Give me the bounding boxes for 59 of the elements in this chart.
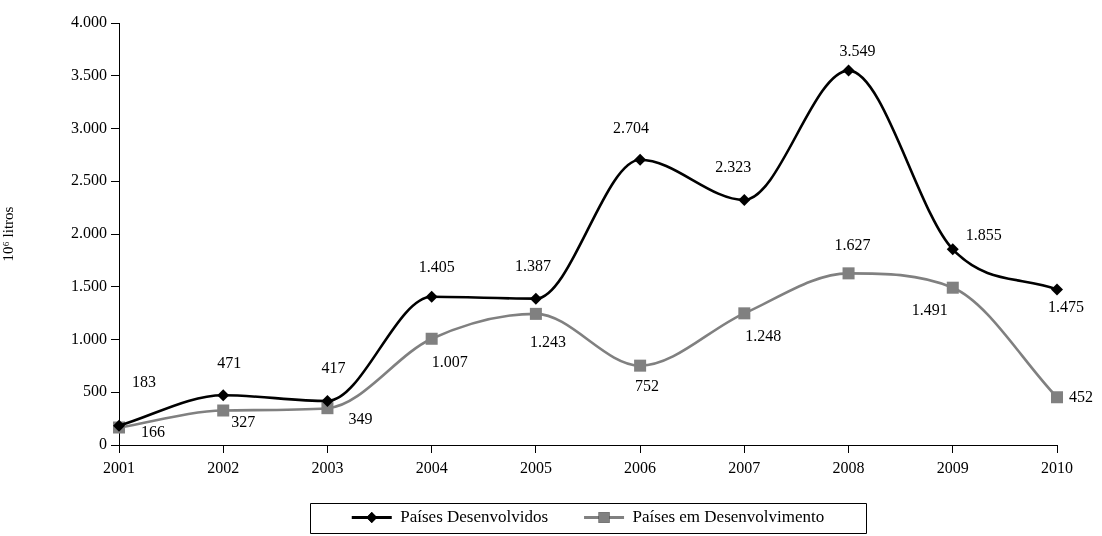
point	[634, 153, 647, 166]
x-tick-label: 2008	[832, 458, 865, 476]
x-tick-label: 2010	[1041, 458, 1073, 476]
x-tick-label: 2002	[207, 458, 240, 476]
point	[738, 193, 751, 206]
data-label: 166	[141, 422, 165, 440]
point	[217, 389, 230, 402]
y-tick-label: 3.500	[71, 65, 107, 83]
data-label: 417	[321, 359, 346, 377]
point	[842, 64, 855, 77]
data-label: 1.405	[418, 257, 455, 275]
data-label: 1.475	[1048, 297, 1084, 315]
y-tick-label: 1.000	[71, 329, 107, 347]
point	[634, 359, 647, 372]
data-label: 752	[635, 376, 660, 394]
x-tick-label: 2003	[311, 458, 344, 476]
legend-label: Países Desenvolvidos	[400, 506, 549, 526]
data-label: 327	[231, 412, 256, 430]
point	[738, 307, 751, 320]
x-tick-label: 2009	[936, 458, 969, 476]
y-tick-label: 2.500	[71, 171, 107, 189]
y-tick-label: 0	[99, 435, 107, 453]
point	[321, 395, 334, 408]
point	[946, 281, 959, 294]
data-label: 2.704	[613, 118, 650, 136]
point	[842, 267, 855, 280]
data-label: 1.387	[514, 256, 551, 274]
data-label: 3.549	[839, 41, 876, 59]
x-tick-label: 2006	[624, 458, 657, 476]
legend-label: Países em Desenvolvimento	[632, 506, 825, 526]
point	[425, 290, 438, 303]
point	[1051, 283, 1063, 296]
point	[1050, 391, 1064, 404]
data-label: 1.248	[745, 326, 782, 344]
point	[529, 307, 542, 320]
x-tick-label: 2005	[519, 458, 552, 476]
data-label: 1.243	[529, 333, 566, 351]
data-label: 1.855	[965, 225, 1002, 243]
x-tick-label: 2004	[415, 458, 448, 476]
y-tick-label: 1.500	[71, 276, 107, 294]
data-label: 2.323	[715, 158, 752, 176]
data-label: 1.007	[431, 352, 468, 370]
y-axis-title: 10⁶ litros	[0, 206, 16, 262]
point	[217, 404, 230, 417]
y-tick-label: 500	[83, 382, 107, 400]
data-label: 471	[217, 353, 242, 371]
data-label: 1.627	[834, 235, 871, 253]
data-label: 349	[348, 410, 373, 428]
data-label: 452	[1069, 387, 1093, 405]
point	[946, 243, 959, 256]
y-tick-label: 2.000	[71, 224, 107, 242]
data-label: 183	[132, 372, 156, 390]
x-tick-label: 2001	[103, 458, 135, 476]
y-tick-label: 4.000	[71, 13, 107, 31]
y-tick-label: 3.000	[71, 118, 107, 136]
x-tick-label: 2007	[728, 458, 761, 476]
point	[529, 292, 542, 305]
point	[425, 332, 438, 345]
data-label: 1.491	[911, 300, 948, 318]
